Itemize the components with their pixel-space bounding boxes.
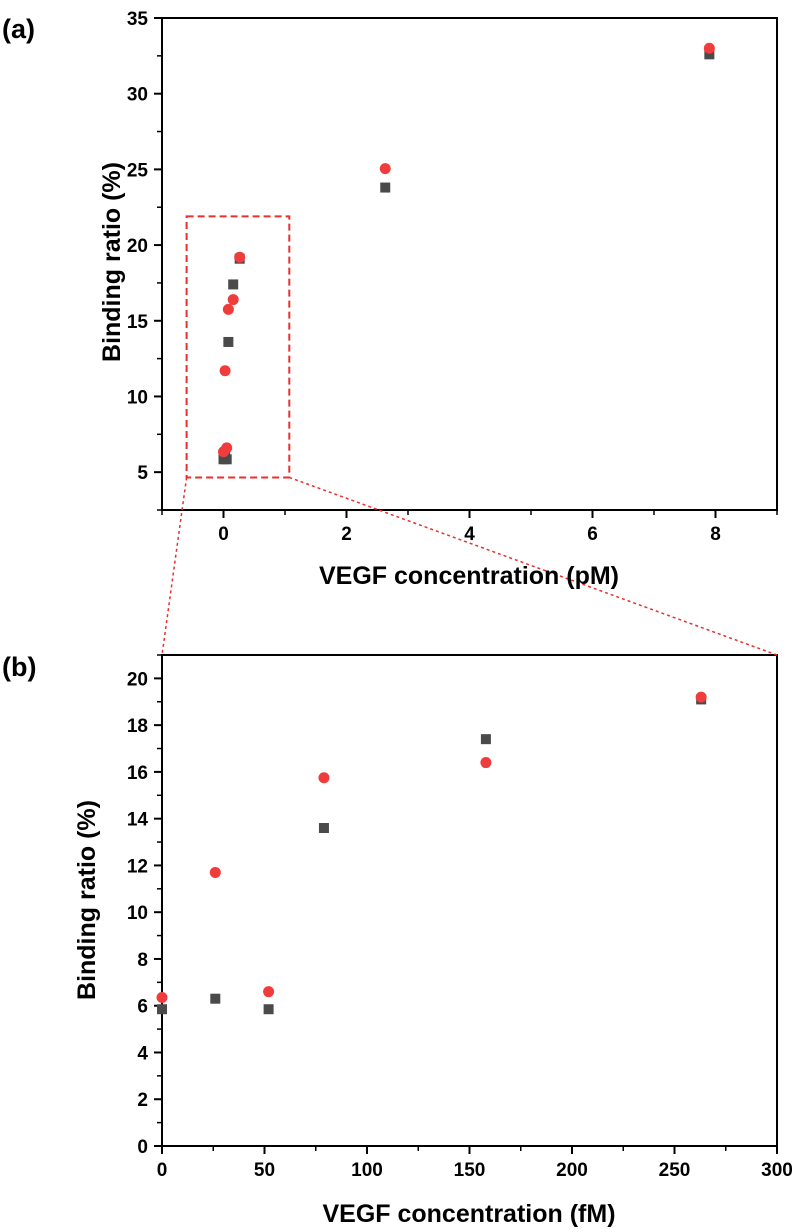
x-tick-label-b: 250 — [659, 1160, 691, 1181]
y-tick-label-a: 5 — [137, 463, 148, 484]
y-tick-label-a: 35 — [127, 9, 149, 30]
x-tick-label-a: 8 — [710, 524, 721, 545]
y-axis-label-b: Binding ratio (%) — [73, 800, 101, 1000]
y-tick-label-b: 10 — [127, 903, 148, 924]
data-point-circle-b — [209, 866, 221, 878]
data-point-square-b — [210, 993, 221, 1004]
x-axis-label-a: VEGF concentration (pM) — [319, 562, 619, 590]
data-point-circle-a — [227, 294, 239, 306]
chart-a: 0 2 4 6 8 5 10 15 20 25 30 35 — [127, 9, 778, 545]
data-point-circle-a — [219, 365, 231, 377]
y-tick-label-b: 20 — [127, 669, 148, 690]
data-point-square-a — [221, 454, 232, 465]
x-tick-label-a: 2 — [341, 524, 352, 545]
panel-label-b: (b) — [2, 652, 36, 682]
data-point-circle-b — [480, 757, 492, 769]
zoom-connector-right — [289, 476, 778, 656]
zoom-connectors — [161, 476, 778, 656]
y-tick-label-a: 15 — [127, 312, 149, 333]
data-point-circle-b — [695, 691, 707, 703]
zoom-connector-left — [161, 477, 188, 656]
data-point-circle-b — [156, 992, 168, 1004]
y-tick-label-b: 16 — [127, 763, 148, 784]
data-point-circle-b — [318, 772, 330, 784]
y-tick-label-b: 2 — [137, 1090, 148, 1111]
data-point-square-a — [380, 182, 391, 193]
data-point-square-a — [228, 279, 239, 290]
y-tick-label-a: 10 — [127, 387, 148, 408]
y-axis-label-a: Binding ratio (%) — [98, 162, 126, 362]
y-tick-label-b: 6 — [137, 997, 148, 1018]
chart-b: 0 50 100 150 200 250 300 0 2 4 6 8 10 12 14 16 18 20 — [127, 654, 793, 1181]
x-tick-label-b: 300 — [761, 1160, 793, 1181]
data-point-circle-a — [379, 163, 391, 175]
plot-frame-a — [161, 17, 778, 511]
data-point-square-a — [223, 336, 234, 347]
data-point-circle-a — [234, 251, 246, 263]
data-point-square-b — [263, 1004, 274, 1015]
y-tick-label-b: 14 — [127, 810, 149, 831]
data-point-circle-a — [222, 303, 234, 315]
y-tick-label-a: 25 — [127, 160, 149, 181]
data-point-circle-b — [263, 986, 275, 998]
y-tick-label-b: 12 — [127, 856, 148, 877]
data-point-square-b — [318, 823, 329, 834]
x-tick-label-b: 100 — [351, 1160, 383, 1181]
x-axis-label-b: VEGF concentration (fM) — [322, 1200, 615, 1228]
data-point-square-a — [704, 49, 715, 60]
y-tick-label-b: 8 — [137, 950, 148, 971]
y-tick-label-b: 18 — [127, 716, 148, 737]
y-tick-label-b: 4 — [137, 1043, 148, 1064]
plot-frame-b — [161, 654, 778, 1147]
x-tick-label-b: 200 — [556, 1160, 588, 1181]
data-point-square-b — [480, 734, 491, 745]
y-tick-label-a: 30 — [127, 85, 148, 106]
data-point-circle-a — [703, 42, 715, 54]
y-tick-label-b: 0 — [137, 1137, 148, 1158]
data-point-square-b — [157, 1004, 167, 1015]
x-tick-label-b: 50 — [254, 1160, 275, 1181]
x-tick-label-a: 0 — [218, 524, 229, 545]
panel-label-a: (a) — [2, 14, 35, 44]
x-tick-label-b: 0 — [157, 1160, 168, 1181]
y-tick-label-a: 20 — [127, 236, 148, 257]
x-tick-label-b: 150 — [454, 1160, 486, 1181]
x-tick-label-a: 4 — [464, 524, 475, 545]
x-tick-label-a: 6 — [587, 524, 598, 545]
data-point-circle-a — [221, 442, 233, 454]
zoom-region-box — [185, 215, 291, 479]
